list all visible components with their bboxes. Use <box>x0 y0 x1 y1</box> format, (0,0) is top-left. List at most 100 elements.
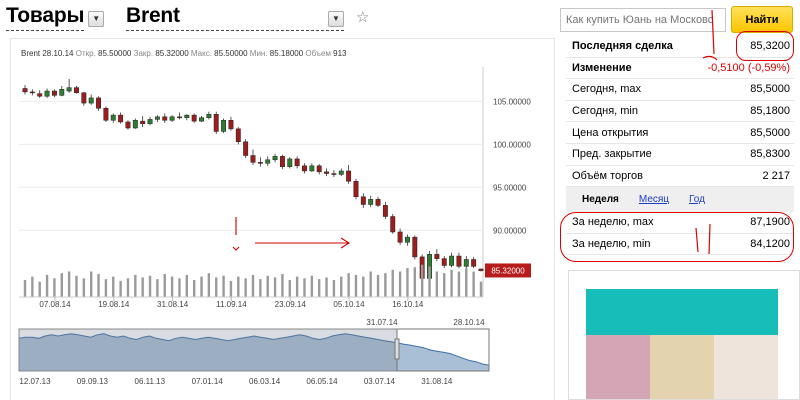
navigator-line <box>18 333 490 366</box>
candle-body <box>199 117 204 122</box>
candle-body <box>110 114 116 121</box>
search-button[interactable]: Найти <box>731 6 793 33</box>
candle-body <box>309 165 315 172</box>
navigator-tick-label: 06.05.14 <box>306 377 338 386</box>
navigator-handle[interactable] <box>394 338 400 360</box>
candle-body <box>279 156 285 167</box>
annotation-circle-week-range <box>560 212 794 262</box>
candle-body <box>88 97 94 104</box>
navigator-tick-label: 06.03.14 <box>249 377 281 386</box>
volume-bar <box>185 274 189 297</box>
candle-body <box>434 254 440 259</box>
y-tick-label: 90.00000 <box>493 226 527 235</box>
quote-table: Последняя сделка 85,3200 Изменение -0,5100 … <box>566 36 794 188</box>
star-outline-icon[interactable]: ☆ <box>356 9 370 26</box>
last-price-tag <box>485 263 531 278</box>
volume-bar <box>384 273 387 297</box>
chart-panel: Brent 28.10.14 Откр. 85.50000 Закр. 85.3… <box>10 38 555 400</box>
candle-body <box>294 158 300 167</box>
quote-label: Последняя сделка <box>572 40 673 53</box>
candle-body <box>338 170 344 175</box>
tab-month[interactable]: Месяц <box>638 194 670 206</box>
annotation-arrow-down <box>232 217 240 251</box>
search-input[interactable] <box>560 8 726 32</box>
candle-body <box>66 87 72 92</box>
quote-value: 85,8300 <box>750 148 790 161</box>
candle-body <box>243 141 249 156</box>
quote-value: 85,5000 <box>750 83 790 96</box>
instrument-title-underline <box>126 30 344 31</box>
tab-year[interactable]: Год <box>689 194 705 206</box>
quote-value: 85,5000 <box>750 126 790 139</box>
volume-bar <box>332 280 336 297</box>
candle-body <box>390 216 396 233</box>
volume-bar <box>420 264 424 297</box>
tab-week[interactable]: Неделя <box>582 194 619 206</box>
candle-body <box>184 114 190 118</box>
candle-body <box>206 114 212 118</box>
candle-body <box>360 196 366 205</box>
volume-bar <box>450 269 453 297</box>
ohlc-volume-value: 913 <box>333 49 347 58</box>
annotation-circle-last-price <box>736 31 794 61</box>
volume-bar <box>244 278 247 297</box>
candle-body <box>302 165 307 172</box>
quote-row: Изменение -0,5100 (-0,59%) <box>566 58 794 80</box>
volume-bar <box>229 280 233 297</box>
instrument-title[interactable]: Brent <box>126 4 180 27</box>
volume-bar <box>45 274 49 297</box>
volume-bar <box>288 280 291 297</box>
volume-bar <box>479 281 483 297</box>
candle-body <box>74 87 79 94</box>
volume-bar <box>141 277 144 297</box>
x-tick-label: 05.10.14 <box>333 300 365 309</box>
y-tick-label: 95.00000 <box>493 183 527 192</box>
volume-bar <box>251 274 255 297</box>
ad-banner[interactable] <box>568 270 800 400</box>
candle-body <box>162 116 168 121</box>
candle-body <box>272 156 278 161</box>
ad-image[interactable] <box>586 289 778 399</box>
candle-body <box>51 90 57 96</box>
ohlc-open-value: 85.50000 <box>98 49 132 58</box>
volume-bar <box>281 274 284 297</box>
header-bar: Товары ▼ Brent ▼ ☆ Найти <box>0 0 800 36</box>
volume-bar <box>67 271 71 297</box>
candle-body <box>471 259 477 267</box>
section-selector[interactable]: Товары ▼ <box>6 4 105 31</box>
candle-body <box>316 165 322 173</box>
ohlc-min-label: Мин. <box>249 49 268 58</box>
navigator-tick-label: 31.08.14 <box>421 377 453 386</box>
volume-bar <box>457 271 461 297</box>
ohlc-min-value: 85.18000 <box>269 49 304 58</box>
navigator-range-label: 31.07.14 <box>366 318 398 327</box>
candle-body <box>250 155 256 163</box>
week-table: За неделю, max 87,1900 За неделю, min 84,12… <box>566 212 794 256</box>
volume-bar <box>237 276 240 297</box>
x-tick-label: 19.08.14 <box>98 300 130 309</box>
candle-body <box>265 159 271 164</box>
candle-body <box>221 120 227 132</box>
ohlc-close-label: Закр. <box>133 49 154 58</box>
volume-bar <box>369 271 372 297</box>
volume-bar <box>472 271 475 297</box>
section-dropdown-button[interactable]: ▼ <box>88 10 105 27</box>
quote-row: Цена открытия 85,5000 <box>566 122 794 144</box>
quote-panel: Последняя сделка 85,3200 Изменение -0,5100 … <box>566 36 794 256</box>
candle-body <box>456 255 462 267</box>
volume-bar <box>295 276 299 297</box>
volume-bar <box>303 278 306 297</box>
instrument-selector[interactable]: Brent ▼ <box>126 4 344 31</box>
price-chart[interactable]: 105.00000 100.00000 95.00000 90.00000 85.320… <box>11 39 556 400</box>
instrument-dropdown-button[interactable]: ▼ <box>328 10 344 27</box>
candle-body <box>324 171 329 174</box>
y-tick-label: 100.00000 <box>493 140 531 149</box>
volume-bar <box>75 275 78 297</box>
candle-body <box>346 170 352 182</box>
volume-bar <box>156 279 159 297</box>
candle-body <box>235 128 241 143</box>
quote-label: Объём торгов <box>572 169 643 182</box>
navigator-shade <box>18 328 398 372</box>
x-tick-label: 16.10.14 <box>392 300 424 309</box>
section-title[interactable]: Товары <box>6 4 85 27</box>
